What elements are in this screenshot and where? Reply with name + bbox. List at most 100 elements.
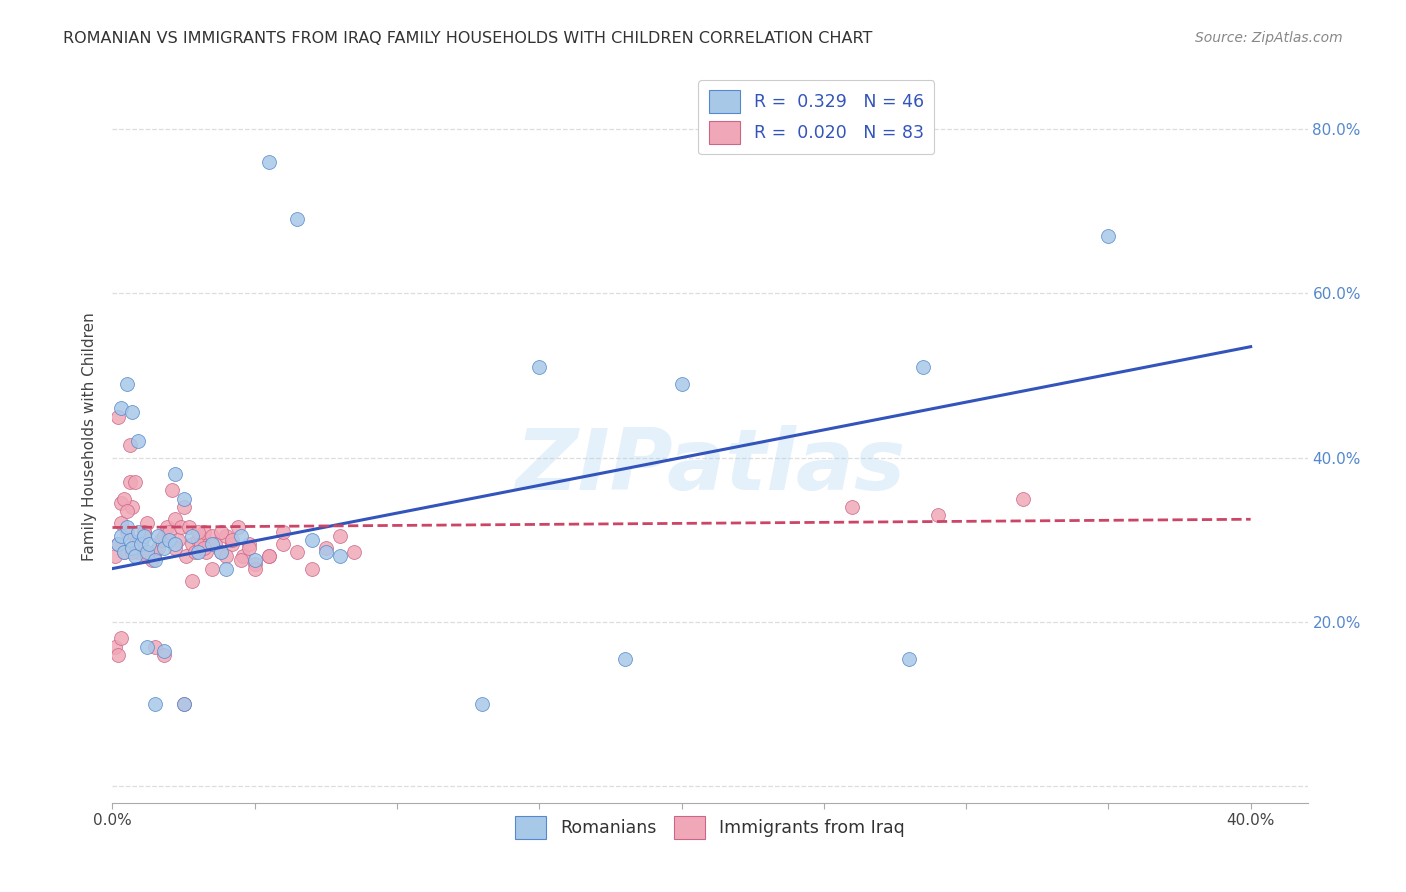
Point <box>190 537 212 551</box>
Point <box>104 549 127 564</box>
Point <box>127 524 149 539</box>
Point <box>329 549 352 564</box>
Point <box>143 640 166 654</box>
Point <box>201 529 224 543</box>
Point <box>165 537 187 551</box>
Point <box>127 537 149 551</box>
Point <box>257 549 280 564</box>
Point <box>181 537 204 551</box>
Point <box>1097 228 1119 243</box>
Legend: Romanians, Immigrants from Iraq: Romanians, Immigrants from Iraq <box>505 805 915 849</box>
Point <box>107 537 129 551</box>
Point <box>132 524 155 539</box>
Point <box>301 533 323 547</box>
Point <box>129 533 152 547</box>
Point <box>271 537 294 551</box>
Point <box>167 533 190 547</box>
Point <box>115 504 138 518</box>
Point <box>135 549 157 564</box>
Point <box>121 545 143 559</box>
Point <box>170 520 193 534</box>
Point <box>243 558 266 572</box>
Point <box>107 648 129 662</box>
Point <box>110 496 132 510</box>
Point <box>124 537 146 551</box>
Point <box>257 154 280 169</box>
Point <box>146 541 169 555</box>
Point <box>138 537 160 551</box>
Point <box>121 500 143 514</box>
Point <box>181 574 204 588</box>
Point <box>243 553 266 567</box>
Point <box>204 537 226 551</box>
Point <box>209 545 232 559</box>
Point <box>107 409 129 424</box>
Point <box>315 541 337 555</box>
Point <box>181 529 204 543</box>
Point <box>176 549 198 564</box>
Point <box>529 360 551 375</box>
Point <box>193 524 215 539</box>
Point <box>132 524 155 539</box>
Point <box>243 561 266 575</box>
Point <box>238 541 260 555</box>
Point <box>1012 491 1035 506</box>
Point <box>287 545 309 559</box>
Point <box>110 401 132 416</box>
Point <box>157 533 180 547</box>
Point <box>471 697 494 711</box>
Point <box>195 545 218 559</box>
Point <box>215 549 238 564</box>
Point <box>173 491 195 506</box>
Point <box>215 561 238 575</box>
Point <box>135 516 157 531</box>
Point <box>898 652 921 666</box>
Point <box>343 545 366 559</box>
Point <box>173 500 195 514</box>
Point <box>671 376 693 391</box>
Text: ROMANIAN VS IMMIGRANTS FROM IRAQ FAMILY HOUSEHOLDS WITH CHILDREN CORRELATION CHA: ROMANIAN VS IMMIGRANTS FROM IRAQ FAMILY … <box>63 31 873 46</box>
Point <box>104 640 127 654</box>
Point <box>110 516 132 531</box>
Point <box>173 697 195 711</box>
Point <box>118 438 141 452</box>
Point <box>301 561 323 575</box>
Point <box>187 545 209 559</box>
Text: ZIPatlas: ZIPatlas <box>515 425 905 508</box>
Text: Source: ZipAtlas.com: Source: ZipAtlas.com <box>1195 31 1343 45</box>
Point <box>143 697 166 711</box>
Point <box>152 644 174 658</box>
Point <box>187 524 209 539</box>
Point <box>127 545 149 559</box>
Point <box>287 212 309 227</box>
Point <box>165 467 187 481</box>
Point <box>129 537 152 551</box>
Point <box>121 405 143 419</box>
Point <box>152 529 174 543</box>
Point <box>112 545 135 559</box>
Point <box>155 520 177 534</box>
Point <box>201 537 224 551</box>
Point <box>165 512 187 526</box>
Point <box>121 541 143 555</box>
Point <box>271 524 294 539</box>
Point <box>209 545 232 559</box>
Point <box>329 529 352 543</box>
Point <box>132 529 155 543</box>
Point <box>193 541 215 555</box>
Point <box>146 529 169 543</box>
Point <box>201 561 224 575</box>
Point <box>143 553 166 567</box>
Point <box>141 553 163 567</box>
Point <box>124 549 146 564</box>
Point <box>115 520 138 534</box>
Point <box>152 648 174 662</box>
Point <box>226 520 249 534</box>
Point <box>152 541 174 555</box>
Point <box>238 537 260 551</box>
Point <box>129 537 152 551</box>
Point <box>215 529 238 543</box>
Point <box>110 632 132 646</box>
Point <box>209 524 232 539</box>
Point <box>149 533 172 547</box>
